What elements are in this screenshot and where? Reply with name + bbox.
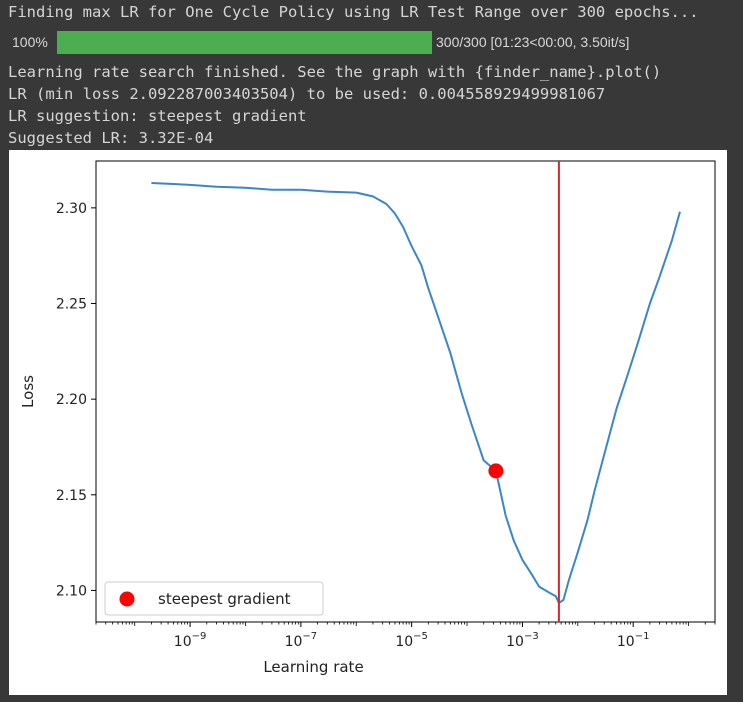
output-line-suggestion: LR suggestion: steepest gradient [8, 107, 307, 125]
x-tick-label: 10−1 [617, 631, 650, 650]
progress-percent: 100% [12, 34, 48, 50]
output-line-finished: Learning rate search finished. See the g… [8, 63, 662, 81]
loss-curve [151, 182, 681, 604]
y-tick-label: 2.25 [56, 297, 87, 313]
x-tick-label: 10−7 [285, 631, 318, 650]
progress-bar [57, 31, 432, 54]
x-axis-label: Learning rate [263, 658, 363, 676]
output-line-suggested-lr: Suggested LR: 3.32E-04 [8, 129, 214, 147]
plot-frame [95, 160, 716, 623]
x-tick-label: 10−3 [506, 631, 539, 650]
progress-status: 300/300 [01:23<00:00, 3.50it/s] [436, 34, 630, 50]
x-tick-label: 10−5 [395, 631, 428, 650]
lr-finder-chart: 2.10 2.15 2.20 2.25 2.30 10−9 10−7 10−5 10−3 10−1… [19, 160, 716, 676]
steepest-gradient-marker [488, 463, 504, 479]
output-line-min-loss: LR (min loss 2.092287003403504) to be us… [8, 85, 606, 103]
y-tick-label: 2.30 [56, 201, 87, 217]
y-tick-label: 2.10 [56, 583, 87, 599]
legend-box [104, 581, 324, 616]
x-tick-label: 10−9 [174, 631, 207, 650]
y-axis-label: Loss [19, 375, 37, 408]
legend-marker [119, 591, 135, 607]
y-tick-label: 2.15 [56, 488, 87, 504]
progress-title: Finding max LR for One Cycle Policy usin… [8, 3, 699, 21]
progress-bar-fill [57, 31, 432, 54]
progress-row: 100% 300/300 [01:23<00:00, 3.50it/s] [0, 30, 743, 56]
y-tick-label: 2.20 [56, 392, 87, 408]
legend-label: steepest gradient [158, 590, 291, 608]
lr-finder-figure: 2.10 2.15 2.20 2.25 2.30 10−9 10−7 10−5 10−3 10−1… [9, 150, 727, 695]
